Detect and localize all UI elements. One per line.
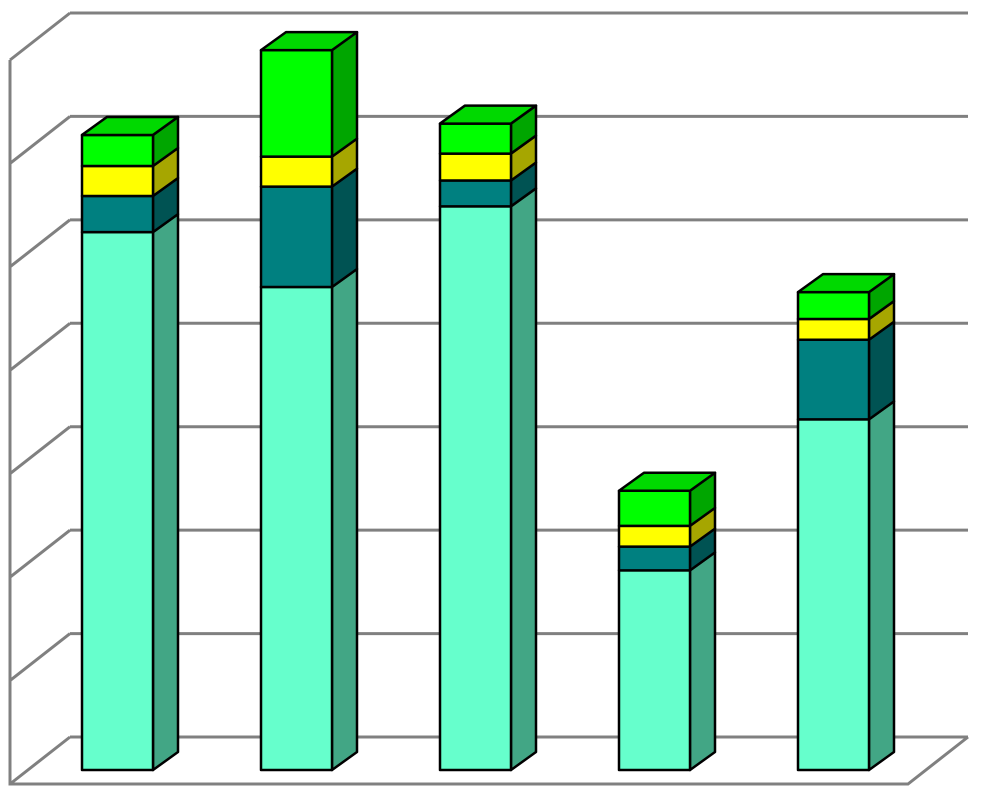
side-grid-line	[9, 218, 71, 269]
side-grid-line	[9, 632, 71, 682]
bar	[617, 545, 692, 572]
bar-top	[617, 471, 717, 492]
bar	[438, 152, 513, 182]
bar	[438, 179, 513, 208]
bar	[259, 285, 334, 772]
bar	[438, 205, 513, 772]
bar	[617, 569, 692, 772]
bar	[80, 133, 155, 168]
bar	[796, 290, 871, 321]
side-grid-line	[9, 322, 71, 372]
side-grid-line	[9, 11, 71, 62]
bar	[617, 489, 692, 528]
bar-side	[151, 212, 180, 772]
bar	[796, 317, 871, 341]
bar	[617, 524, 692, 548]
bar	[80, 194, 155, 234]
bar-side	[330, 30, 359, 158]
bar-side	[688, 551, 717, 772]
bar	[80, 164, 155, 198]
bar-top	[259, 30, 359, 52]
bar	[80, 230, 155, 772]
side-grid-line	[9, 425, 71, 475]
bar-side	[867, 400, 896, 772]
bar-side	[330, 267, 359, 772]
bar	[259, 48, 334, 158]
bar-side	[330, 167, 359, 289]
side-grid-line	[9, 115, 71, 165]
bar-top	[80, 115, 180, 137]
bar	[259, 155, 334, 188]
bar	[438, 122, 513, 155]
bar-top	[796, 272, 896, 294]
bar	[259, 185, 334, 289]
bar	[796, 418, 871, 772]
bar-side	[509, 187, 538, 772]
bar	[796, 338, 871, 421]
bar-top	[438, 104, 538, 125]
side-grid-line	[9, 528, 71, 579]
side-grid-line	[9, 735, 71, 786]
axis-wall	[8, 60, 969, 786]
